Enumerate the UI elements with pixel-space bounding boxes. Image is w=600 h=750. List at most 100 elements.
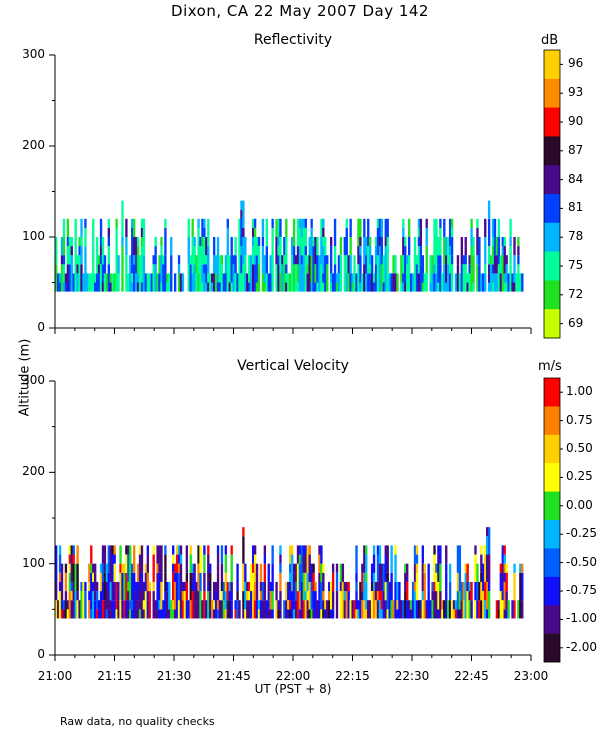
data-cell [101, 282, 105, 292]
data-cell [417, 227, 421, 237]
data-cell [111, 600, 114, 619]
data-cell [296, 563, 300, 592]
data-cell [495, 237, 499, 256]
colorbar-swatch [544, 78, 560, 108]
data-cell [314, 237, 317, 265]
data-cell [464, 246, 467, 256]
data-cell [123, 572, 126, 601]
data-cell [292, 572, 296, 592]
data-cell [177, 255, 181, 265]
data-cell [322, 273, 325, 283]
data-cell [230, 237, 233, 256]
data-cell [68, 237, 71, 247]
data-cell [269, 591, 272, 610]
colorbar-swatch [544, 222, 560, 252]
data-cell [271, 273, 274, 292]
data-cell [435, 246, 438, 265]
data-cell [154, 609, 157, 619]
data-cell [158, 563, 161, 573]
data-cell [404, 237, 407, 247]
data-cell [228, 600, 231, 619]
data-cell [337, 273, 341, 292]
data-cell [386, 572, 389, 582]
data-cell [499, 264, 503, 274]
data-cell [125, 591, 128, 601]
velocity-unit: m/s [538, 359, 562, 374]
data-cell [191, 273, 194, 292]
data-cell [251, 563, 255, 573]
data-cell [58, 581, 62, 592]
data-cell [109, 273, 112, 283]
data-cell [292, 246, 296, 265]
data-cell [339, 563, 343, 582]
data-cell [365, 581, 368, 610]
data-cell [450, 227, 454, 237]
data-cell [250, 255, 253, 274]
data-cell [322, 609, 325, 619]
data-cell [355, 572, 358, 582]
data-cell [70, 246, 73, 256]
data-cell [464, 264, 467, 292]
data-cell [402, 255, 405, 274]
data-cell [329, 282, 333, 292]
data-cell [250, 563, 253, 592]
data-cell [68, 264, 71, 292]
data-cell [66, 264, 70, 292]
data-cell [216, 609, 220, 619]
data-cell [224, 609, 228, 619]
data-cell [324, 600, 327, 610]
y-tick-label: 100 [22, 555, 45, 570]
data-cell [320, 545, 323, 564]
data-cell [423, 572, 426, 601]
data-cell [460, 237, 464, 265]
data-cell [368, 237, 372, 247]
data-cell [72, 545, 75, 555]
data-cell [113, 563, 116, 582]
data-cell [487, 282, 491, 292]
data-cell [487, 554, 491, 582]
data-cell [238, 600, 241, 619]
data-cell [519, 609, 522, 619]
data-cell [244, 237, 247, 256]
data-cell [62, 609, 66, 619]
data-cell [335, 282, 339, 292]
data-cell [349, 218, 352, 237]
data-cell [185, 572, 189, 582]
data-cell [154, 237, 157, 247]
data-cell [224, 554, 228, 573]
data-cell [160, 255, 163, 283]
data-cell [335, 591, 339, 619]
data-cell [207, 282, 210, 292]
data-cell [419, 246, 423, 265]
data-cell [250, 609, 253, 619]
data-cell [296, 545, 300, 564]
data-cell [105, 563, 109, 582]
data-cell [279, 545, 282, 555]
data-cell [376, 545, 380, 555]
data-cell [429, 282, 432, 292]
data-cell [238, 237, 241, 265]
data-cell [125, 218, 128, 237]
data-cell [181, 600, 185, 619]
data-cell [212, 609, 216, 619]
data-cell [318, 600, 321, 619]
data-cell [248, 255, 251, 265]
data-cell [101, 255, 105, 265]
data-cell [439, 227, 442, 256]
data-cell [136, 246, 140, 274]
data-cell [419, 600, 423, 610]
data-cell [228, 581, 231, 592]
data-cell [191, 218, 194, 237]
data-cell [380, 609, 384, 619]
data-cell [363, 600, 366, 619]
data-cell [386, 273, 389, 292]
data-cell [166, 282, 169, 292]
data-cell [199, 246, 202, 265]
data-cell [427, 563, 430, 592]
data-cell [394, 545, 397, 555]
data-cell [304, 264, 307, 292]
data-cell [406, 264, 409, 292]
data-cell [292, 218, 296, 247]
data-cell [269, 581, 272, 592]
data-cell [197, 545, 200, 564]
